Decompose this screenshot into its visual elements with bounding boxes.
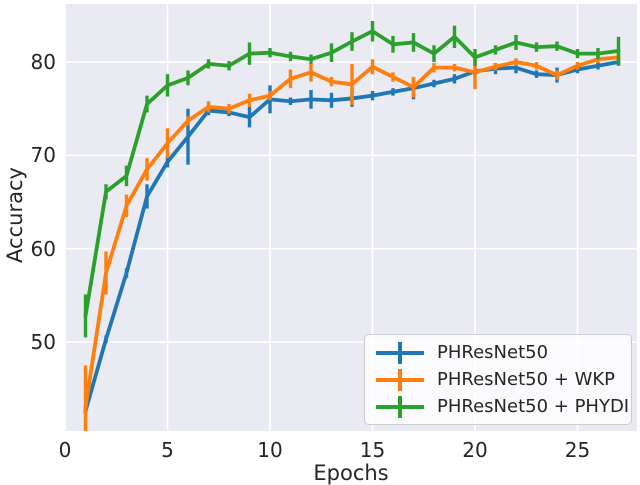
x-tick-label: 0 (58, 438, 72, 462)
legend-item: PHResNet50 + WKP (375, 366, 621, 393)
y-axis-label: Accuracy (3, 167, 27, 263)
series-line (83, 29, 621, 318)
errorbar-line-icon (375, 394, 425, 420)
x-tick-label: 15 (359, 438, 386, 462)
legend-label: PHResNet50 + PHYDI (437, 396, 630, 417)
x-tick-label: 25 (564, 438, 591, 462)
errorbar-line-icon (375, 367, 425, 393)
x-tick-label: 10 (257, 438, 283, 462)
x-tick-label: 5 (161, 438, 174, 462)
legend-label: PHResNet50 (437, 342, 549, 363)
legend-item: PHResNet50 (375, 339, 621, 366)
x-tick-label: 20 (462, 438, 488, 462)
y-tick-label: 70 (30, 143, 56, 168)
y-tick-label: 80 (30, 50, 56, 75)
legend: PHResNet50 PHResNet50 + WKP PHResNet50 + P… (364, 334, 632, 425)
legend-label: PHResNet50 + WKP (437, 369, 616, 390)
x-axis-label: Epochs (313, 461, 389, 485)
y-tick-label: 50 (30, 330, 56, 355)
y-tick-label: 60 (30, 236, 56, 261)
errorbar-line-icon (375, 340, 425, 366)
series-line (83, 55, 621, 410)
legend-item: PHResNet50 + PHYDI (375, 393, 629, 420)
series-PHResNet50 + PHYDI (83, 20, 621, 338)
